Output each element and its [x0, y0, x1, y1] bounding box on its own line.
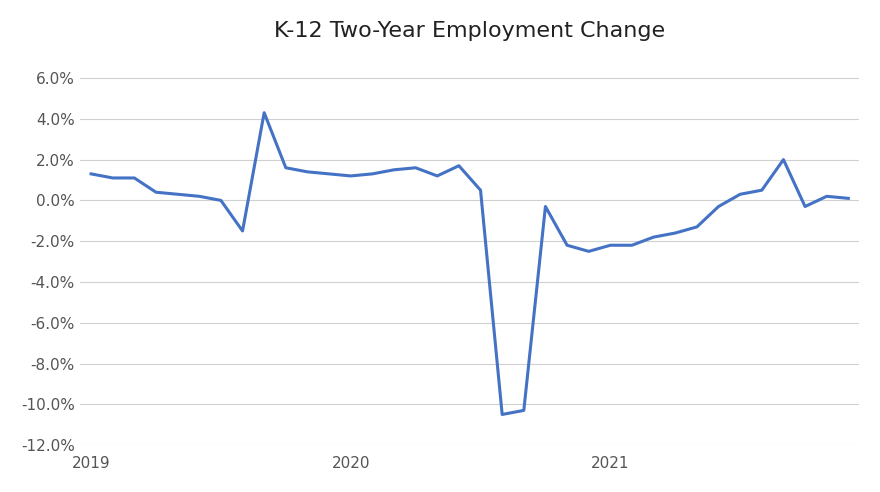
Title: K-12 Two-Year Employment Change: K-12 Two-Year Employment Change: [275, 21, 665, 41]
